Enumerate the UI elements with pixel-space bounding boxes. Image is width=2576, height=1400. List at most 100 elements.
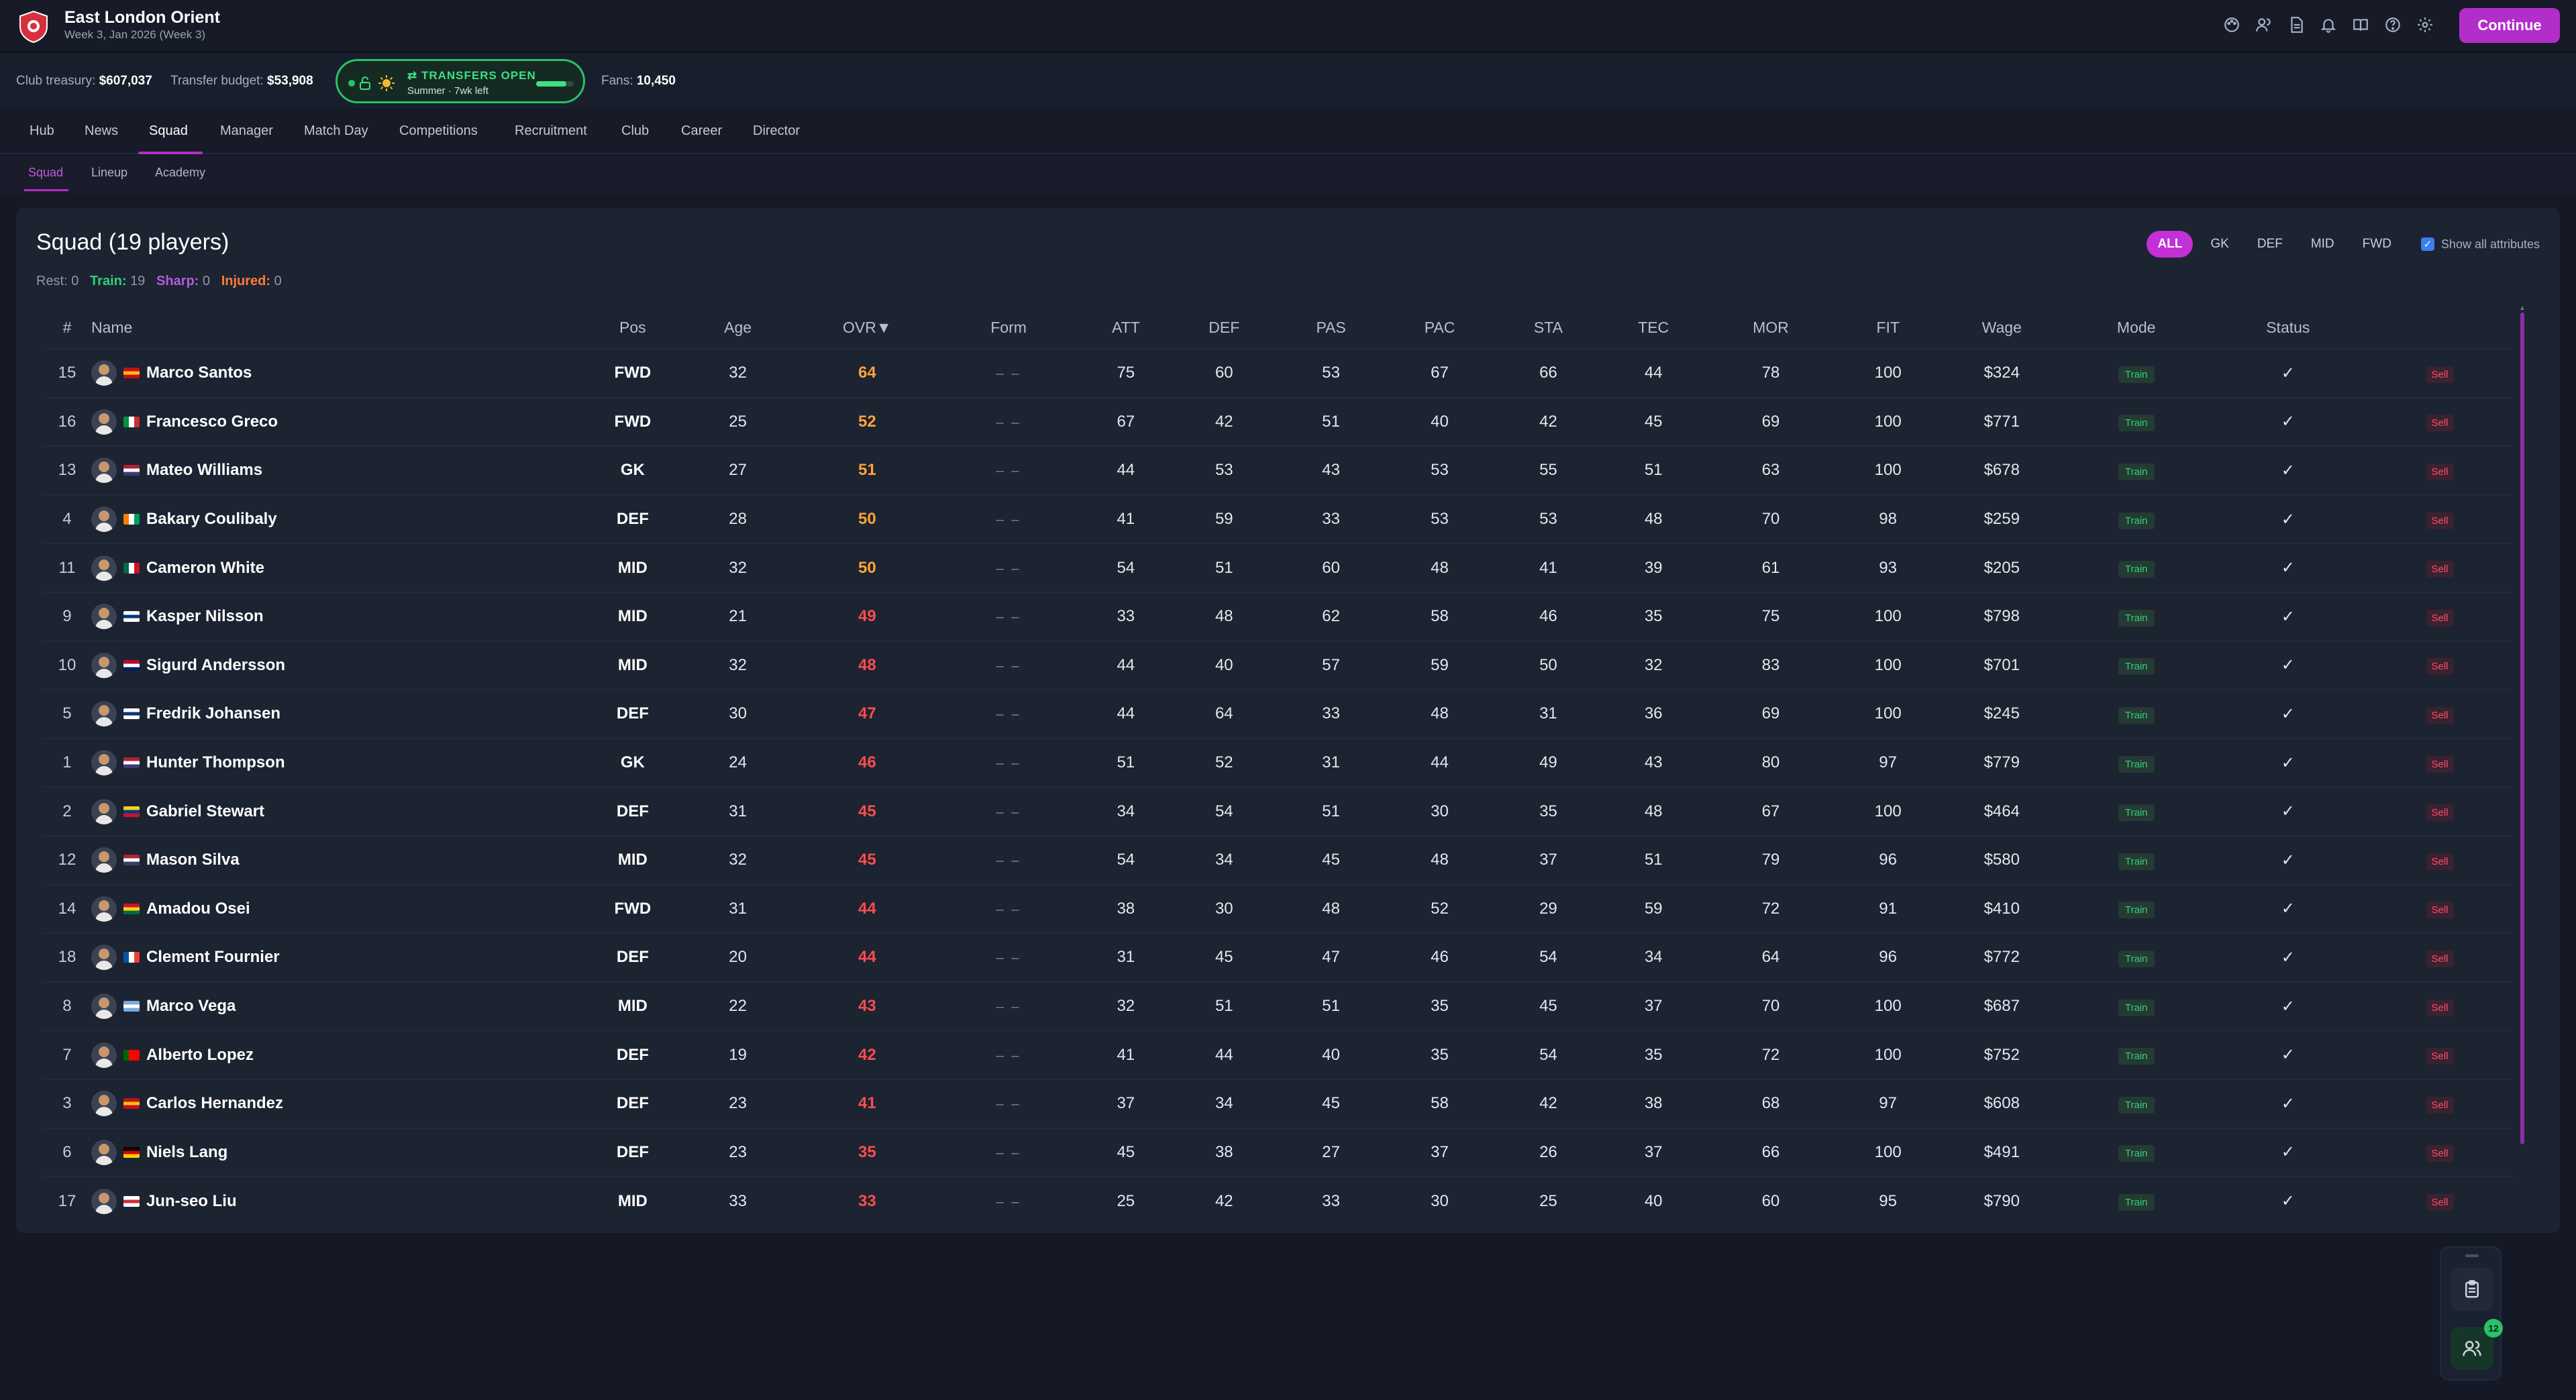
train-mode-button[interactable]: Train	[2118, 561, 2155, 578]
player-identity[interactable]: Gabriel Stewart	[91, 798, 588, 824]
train-mode-button[interactable]: Train	[2118, 1145, 2155, 1163]
table-row[interactable]: 10 Sigurd Andersson MID 32 48– –44 40 57 59 50 32…	[43, 640, 2512, 690]
filter-fwd[interactable]: FWD	[2362, 237, 2391, 251]
column-header-pas[interactable]: PAS	[1316, 319, 1346, 336]
table-row[interactable]: 5 Fredrik Johansen DEF 30 47 – – 44 64 33 48 31 36 6…	[43, 689, 2512, 739]
clipboard-button[interactable]	[2451, 1268, 2493, 1311]
train-mode-button[interactable]: Train	[2118, 1194, 2155, 1211]
tab-club[interactable]: Club	[621, 123, 650, 138]
sell-button[interactable]: Sell	[2426, 853, 2454, 870]
filter-mid[interactable]: MID	[2310, 237, 2334, 251]
train-mode-button[interactable]: Train	[2118, 609, 2155, 627]
train-mode-button[interactable]: Train	[2118, 512, 2155, 529]
table-row[interactable]: 3 Carlos Hernandez DEF 23 41 – – 37 34 45 58 42 38 6…	[43, 1078, 2512, 1128]
table-row[interactable]: 1 Hunter Thompson GK 24 46 – – 51 52 31 44 49 43 80 9…	[43, 737, 2512, 788]
table-row[interactable]: 7 Alberto Lopez DEF 19 42– –41 44 40 35 54 35 72 10…	[43, 1030, 2512, 1079]
sell-button[interactable]: Sell	[2426, 706, 2454, 724]
train-mode-button[interactable]: Train	[2118, 755, 2155, 773]
users-icon[interactable]	[2254, 15, 2274, 35]
player-identity[interactable]: Mason Silva	[91, 847, 588, 873]
table-row[interactable]: 2 Gabriel Stewart DEF 31 45 – – 34 54 51 30 35 48 67…	[43, 786, 2512, 836]
table-row[interactable]: 9 Kasper Nilsson MID 21 49 – – 33 48 62 58 46 35 75 1…	[43, 591, 2512, 641]
player-identity[interactable]: Jun-seo Liu	[91, 1188, 588, 1214]
column-header-pac[interactable]: PAC	[1424, 319, 1455, 336]
table-row[interactable]: 13 Mateo Williams GK 27 51– –44 53 43 53 55 51 63 1…	[43, 445, 2512, 495]
table-scrollbar[interactable]	[2520, 313, 2524, 1144]
tab-squad[interactable]: Squad	[149, 123, 188, 138]
tab-recruitment[interactable]: Recruitment	[515, 123, 587, 138]
sell-button[interactable]: Sell	[2426, 1048, 2454, 1065]
sell-button[interactable]: Sell	[2426, 512, 2454, 529]
column-header-pos[interactable]: Pos	[619, 319, 646, 336]
tab-director[interactable]: Director	[753, 123, 801, 138]
palette-icon[interactable]	[2222, 15, 2242, 35]
tab-career[interactable]: Career	[681, 123, 723, 138]
player-identity[interactable]: Carlos Hernandez	[91, 1091, 588, 1117]
column-header-ovr[interactable]: OVR▼	[843, 319, 892, 336]
scroll-up-icon[interactable]: ▲	[2519, 305, 2526, 312]
player-identity[interactable]: Clement Fournier	[91, 945, 588, 971]
document-icon[interactable]	[2286, 15, 2306, 35]
table-row[interactable]: 6 Niels Lang DEF 23 35– –45 38 27 37 26 37 66 100 $4…	[43, 1127, 2512, 1177]
column-header-att[interactable]: ATT	[1111, 319, 1140, 336]
column-header-fit[interactable]: FIT	[1876, 319, 1900, 336]
sell-button[interactable]: Sell	[2426, 463, 2454, 480]
sell-button[interactable]: Sell	[2426, 609, 2454, 627]
train-mode-button[interactable]: Train	[2118, 1096, 2155, 1114]
filter-gk[interactable]: GK	[2210, 237, 2229, 251]
sell-button[interactable]: Sell	[2426, 950, 2454, 967]
filter-def[interactable]: DEF	[2257, 237, 2283, 251]
column-header-mor[interactable]: MOR	[1753, 319, 1789, 336]
column-header-action[interactable]	[2367, 307, 2512, 349]
player-identity[interactable]: Hunter Thompson	[91, 750, 588, 776]
column-header-status[interactable]: Status	[2266, 319, 2310, 336]
column-header-wage[interactable]: Wage	[1981, 319, 2022, 336]
book-icon[interactable]	[2351, 15, 2371, 35]
player-identity[interactable]: Francesco Greco	[91, 409, 588, 435]
train-mode-button[interactable]: Train	[2118, 999, 2155, 1016]
tab-manager[interactable]: Manager	[220, 123, 273, 138]
sell-button[interactable]: Sell	[2426, 1145, 2454, 1163]
sell-button[interactable]: Sell	[2426, 561, 2454, 578]
player-identity[interactable]: Alberto Lopez	[91, 1042, 588, 1068]
player-identity[interactable]: Kasper Nilsson	[91, 604, 588, 630]
table-row[interactable]: 16 Francesco Greco FWD 25 52– –67 42 51 40 42 45 6…	[43, 396, 2512, 447]
train-mode-button[interactable]: Train	[2118, 658, 2155, 676]
train-mode-button[interactable]: Train	[2118, 415, 2155, 432]
table-row[interactable]: 15 Marco Santos FWD 32 64 – – 75 60 53 67 66 44 78 10…	[43, 348, 2512, 398]
sell-button[interactable]: Sell	[2426, 366, 2454, 383]
train-mode-button[interactable]: Train	[2118, 366, 2155, 383]
help-icon[interactable]	[2383, 15, 2403, 35]
player-identity[interactable]: Marco Santos	[91, 360, 588, 386]
column-header-form[interactable]: Form	[990, 319, 1027, 336]
train-mode-button[interactable]: Train	[2118, 950, 2155, 967]
column-header-def[interactable]: DEF	[1208, 319, 1240, 336]
table-row[interactable]: 14 Amadou Osei FWD 31 44 – – 38 30 48 52 29 59 72 91 $…	[43, 883, 2512, 934]
sell-button[interactable]: Sell	[2426, 755, 2454, 773]
settings-gear-icon[interactable]	[2415, 15, 2435, 35]
train-mode-button[interactable]: Train	[2118, 902, 2155, 919]
subtab-lineup[interactable]: Lineup	[91, 166, 128, 179]
train-mode-button[interactable]: Train	[2118, 853, 2155, 870]
sell-button[interactable]: Sell	[2426, 902, 2454, 919]
table-row[interactable]: 11 Cameron White MID 32 50 – – 54 51 60 48 41 39 61 9…	[43, 543, 2512, 592]
tab-competitions[interactable]: Competitions	[399, 123, 478, 138]
filter-all[interactable]: ALL	[2147, 231, 2194, 258]
column-header-tec[interactable]: TEC	[1638, 319, 1669, 336]
sell-button[interactable]: Sell	[2426, 415, 2454, 432]
dock-drag-handle[interactable]	[2465, 1254, 2479, 1257]
sell-button[interactable]: Sell	[2426, 658, 2454, 676]
sell-button[interactable]: Sell	[2426, 1194, 2454, 1211]
tab-news[interactable]: News	[85, 123, 119, 138]
player-identity[interactable]: Mateo Williams	[91, 457, 588, 484]
table-row[interactable]: 18 Clement Fournier DEF 20 44 – – 31 45 47 46 54 34…	[43, 932, 2512, 982]
player-identity[interactable]: Bakary Coulibaly	[91, 506, 588, 533]
table-row[interactable]: 4 Bakary Coulibaly DEF 28 50– –41 59 33 53 53 48 7…	[43, 494, 2512, 544]
subtab-academy[interactable]: Academy	[155, 166, 206, 179]
table-row[interactable]: 17 Jun-seo Liu MID 33 33– –25 42 33 30 25 40 60 95 $…	[43, 1176, 2512, 1226]
squad-members-button[interactable]: 12	[2451, 1319, 2503, 1370]
player-identity[interactable]: Marco Vega	[91, 993, 588, 1020]
train-mode-button[interactable]: Train	[2118, 1048, 2155, 1065]
sell-button[interactable]: Sell	[2426, 1096, 2454, 1114]
train-mode-button[interactable]: Train	[2118, 804, 2155, 822]
